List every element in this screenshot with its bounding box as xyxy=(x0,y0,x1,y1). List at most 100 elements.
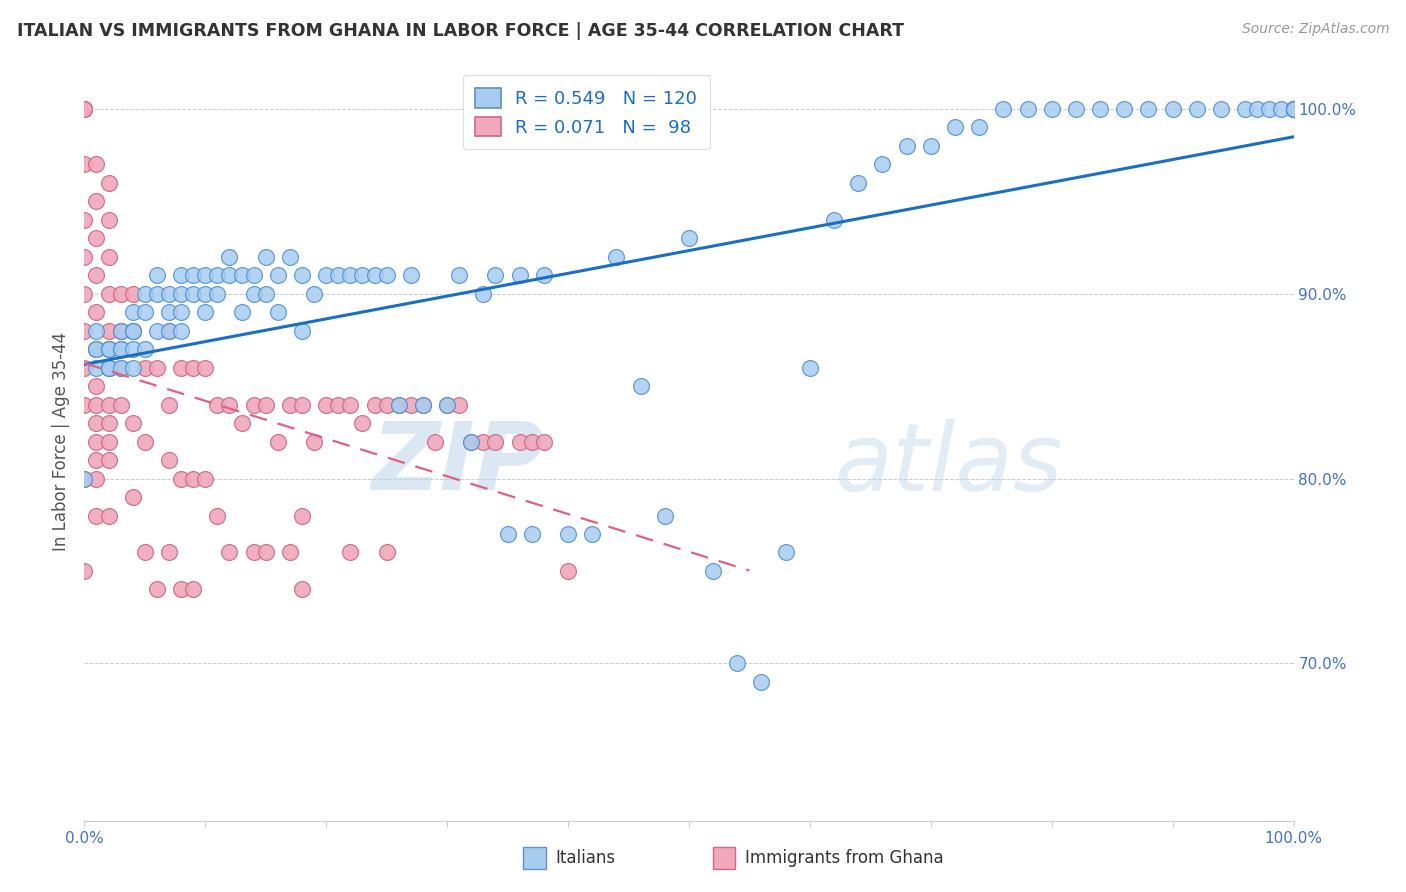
Point xyxy=(1185,102,1208,116)
Point xyxy=(110,360,132,375)
Point xyxy=(97,360,120,375)
Point xyxy=(920,138,942,153)
Point xyxy=(157,324,180,338)
Point xyxy=(557,527,579,541)
Point xyxy=(520,434,543,449)
Point xyxy=(1282,102,1305,116)
Point xyxy=(73,286,96,301)
Point xyxy=(896,138,918,153)
Point xyxy=(146,360,169,375)
Point xyxy=(267,268,290,282)
Point xyxy=(146,268,169,282)
Point xyxy=(533,434,555,449)
Point xyxy=(97,508,120,523)
Point xyxy=(352,268,374,282)
Point xyxy=(412,398,434,412)
Point xyxy=(472,286,495,301)
Point xyxy=(799,360,821,375)
Point xyxy=(302,286,325,301)
Point xyxy=(231,305,253,319)
Point xyxy=(73,102,96,116)
Point xyxy=(1064,102,1087,116)
Point xyxy=(678,231,700,245)
Point xyxy=(399,268,422,282)
Point xyxy=(86,342,108,356)
Point xyxy=(1282,102,1305,116)
Point xyxy=(157,324,180,338)
Point xyxy=(557,564,579,578)
Point xyxy=(73,360,96,375)
Point xyxy=(1161,102,1184,116)
Point xyxy=(134,434,156,449)
Point xyxy=(134,286,156,301)
Point xyxy=(278,398,301,412)
Point xyxy=(460,434,482,449)
Point xyxy=(170,324,193,338)
Point xyxy=(1282,102,1305,116)
Point xyxy=(460,434,482,449)
Point xyxy=(86,379,108,393)
Point xyxy=(1282,102,1305,116)
Point xyxy=(725,657,748,671)
Point xyxy=(1040,102,1063,116)
Text: Source: ZipAtlas.com: Source: ZipAtlas.com xyxy=(1241,22,1389,37)
Point xyxy=(254,398,277,412)
Point xyxy=(86,324,108,338)
Point xyxy=(509,434,531,449)
Point xyxy=(170,360,193,375)
Point xyxy=(1137,102,1160,116)
Point xyxy=(134,545,156,559)
Point xyxy=(110,286,132,301)
Y-axis label: In Labor Force | Age 35-44: In Labor Force | Age 35-44 xyxy=(52,332,70,551)
Point xyxy=(121,416,143,430)
Point xyxy=(157,398,180,412)
Point xyxy=(1209,102,1232,116)
Point xyxy=(86,398,108,412)
Point xyxy=(170,268,193,282)
Point xyxy=(291,324,314,338)
Point xyxy=(242,268,264,282)
Point xyxy=(146,286,169,301)
Point xyxy=(194,305,217,319)
Point xyxy=(181,582,204,597)
Point xyxy=(1282,102,1305,116)
Point xyxy=(157,545,180,559)
Point xyxy=(254,545,277,559)
Point xyxy=(1282,102,1305,116)
Point xyxy=(412,398,434,412)
Point xyxy=(121,360,143,375)
Point xyxy=(86,231,108,245)
Point xyxy=(1282,102,1305,116)
Point xyxy=(1282,102,1305,116)
Point xyxy=(86,194,108,208)
Point xyxy=(134,360,156,375)
Point xyxy=(181,471,204,485)
Point xyxy=(181,268,204,282)
Point xyxy=(194,471,217,485)
Point xyxy=(967,120,990,135)
Point xyxy=(388,398,411,412)
Point xyxy=(254,250,277,264)
Point xyxy=(375,268,398,282)
Point xyxy=(97,212,120,227)
Point xyxy=(399,398,422,412)
Point xyxy=(121,286,143,301)
Point xyxy=(654,508,676,523)
Point xyxy=(1282,102,1305,116)
Point xyxy=(1282,102,1305,116)
Point xyxy=(751,675,773,690)
Point xyxy=(121,490,143,504)
Point xyxy=(254,286,277,301)
Point xyxy=(302,434,325,449)
Point xyxy=(339,268,361,282)
Point xyxy=(121,305,143,319)
Point xyxy=(170,286,193,301)
Point xyxy=(375,398,398,412)
Point xyxy=(170,471,193,485)
Point xyxy=(291,508,314,523)
Point xyxy=(73,212,96,227)
Point xyxy=(97,416,120,430)
Point xyxy=(581,527,603,541)
Point xyxy=(1282,102,1305,116)
Point xyxy=(328,268,350,282)
